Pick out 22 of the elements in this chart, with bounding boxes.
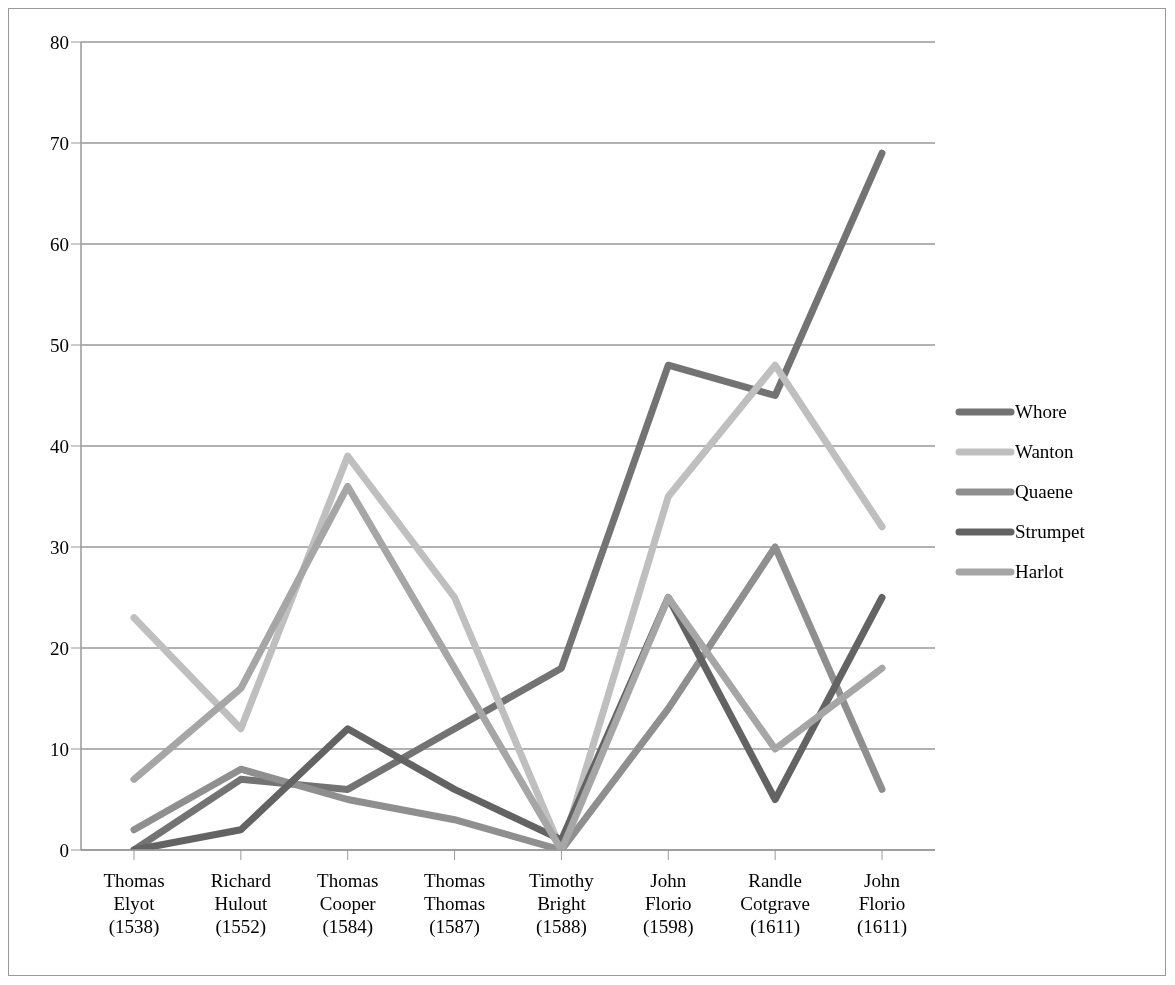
- legend-label: Wanton: [1015, 441, 1074, 463]
- x-tick-label: Richard Hulout (1552): [210, 870, 272, 938]
- y-tick-label: 0: [59, 839, 69, 861]
- legend-label: Whore: [1015, 401, 1067, 423]
- x-tick-label: Timothy Bright (1588): [529, 870, 595, 938]
- x-tick-label: Thomas Thomas (1587): [423, 870, 486, 938]
- y-tick-label: 10: [50, 738, 69, 760]
- legend-label: Quaene: [1015, 481, 1074, 503]
- x-tick-label: Randle Cotgrave (1611): [740, 870, 810, 938]
- y-tick-label: 30: [50, 536, 69, 558]
- y-tick-label: 70: [50, 132, 69, 154]
- y-tick-label: 80: [50, 31, 69, 53]
- legend-label: Harlot: [1015, 561, 1064, 583]
- y-tick-label: 40: [50, 435, 69, 457]
- x-tick-label: John Florio (1598): [642, 870, 694, 938]
- y-tick-label: 20: [50, 637, 69, 659]
- x-tick-label: Thomas Cooper (1584): [317, 870, 379, 938]
- x-tick-label: John Florio (1611): [857, 870, 907, 938]
- y-tick-label: 60: [50, 233, 69, 255]
- x-tick-label: Thomas Elyot (1538): [103, 870, 165, 938]
- y-tick-label: 50: [50, 334, 69, 356]
- legend-label: Strumpet: [1015, 521, 1085, 543]
